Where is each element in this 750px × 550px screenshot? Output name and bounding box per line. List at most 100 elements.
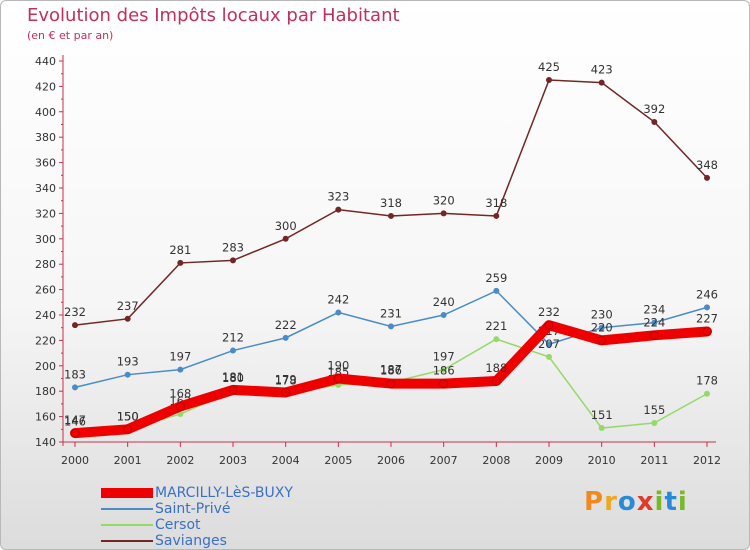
data-point-savianges xyxy=(440,210,447,217)
data-point-marcilly-l-s-buxy xyxy=(597,335,607,345)
legend-swatch-marcilly xyxy=(101,488,153,498)
y-tick-label: 420 xyxy=(35,80,56,93)
data-point-cersot xyxy=(546,353,552,360)
x-tick-label: 2006 xyxy=(377,454,405,467)
data-point-savianges xyxy=(282,235,289,242)
data-point-cersot xyxy=(704,390,710,397)
data-point-savianges xyxy=(704,174,710,181)
logo-letter: i xyxy=(654,487,665,517)
y-tick-label: 280 xyxy=(35,258,56,271)
legend-label-marcilly: MARCILLY-LèS-BUXY xyxy=(155,485,293,501)
data-point-saint-priv xyxy=(651,319,658,326)
legend-label-saint-prive: Saint-Privé xyxy=(155,501,231,517)
data-point-cersot xyxy=(440,366,447,373)
data-label-cersot: 197 xyxy=(433,350,455,364)
logo-letter: x xyxy=(636,487,655,517)
data-point-marcilly-l-s-buxy xyxy=(649,330,659,340)
data-label-marcilly-l-s-buxy: 179 xyxy=(275,372,297,386)
data-point-savianges xyxy=(335,206,342,213)
data-label-cersot: 151 xyxy=(591,408,613,422)
y-tick-label: 140 xyxy=(35,436,56,449)
data-label-marcilly-l-s-buxy: 147 xyxy=(64,413,86,427)
y-tick-label: 320 xyxy=(35,207,56,220)
data-label-savianges: 237 xyxy=(117,299,139,313)
y-tick-label: 200 xyxy=(35,360,56,373)
data-label-cersot: 178 xyxy=(696,374,718,388)
data-label-savianges: 425 xyxy=(538,60,560,74)
data-label-cersot: 207 xyxy=(538,337,560,351)
data-label-marcilly-l-s-buxy: 168 xyxy=(169,386,191,400)
y-tick-label: 380 xyxy=(35,131,56,144)
logo-letter: o xyxy=(617,487,637,517)
legend-item-marcilly: MARCILLY-LèS-BUXY xyxy=(101,485,293,501)
data-label-saint-priv: 193 xyxy=(117,355,139,369)
data-label-saint-priv: 183 xyxy=(64,367,86,381)
y-tick-label: 400 xyxy=(35,106,56,119)
data-label-savianges: 232 xyxy=(64,305,86,319)
logo-letter: i xyxy=(677,487,688,517)
y-tick-label: 220 xyxy=(35,334,56,347)
data-label-marcilly-l-s-buxy: 232 xyxy=(538,305,560,319)
data-label-savianges: 423 xyxy=(591,63,613,77)
data-label-marcilly-l-s-buxy: 190 xyxy=(327,359,349,373)
proxiti-logo: Proxiti xyxy=(584,487,688,517)
data-label-savianges: 348 xyxy=(696,158,718,172)
x-tick-label: 2002 xyxy=(166,454,194,467)
data-label-marcilly-l-s-buxy: 150 xyxy=(117,409,139,423)
data-label-saint-priv: 242 xyxy=(327,292,349,306)
data-label-marcilly-l-s-buxy: 181 xyxy=(222,370,244,384)
data-point-marcilly-l-s-buxy xyxy=(281,387,291,397)
data-label-savianges: 318 xyxy=(485,196,507,210)
data-point-marcilly-l-s-buxy xyxy=(386,379,396,389)
y-tick-label: 360 xyxy=(35,157,56,170)
data-label-saint-priv: 197 xyxy=(169,350,191,364)
x-tick-label: 2004 xyxy=(272,454,300,467)
data-label-cersot: 150 xyxy=(117,409,139,423)
legend-item-savianges: Savianges xyxy=(101,533,293,549)
x-tick-label: 2000 xyxy=(61,454,89,467)
data-label-cersot: 155 xyxy=(643,403,665,417)
data-point-saint-priv xyxy=(335,309,342,316)
data-point-saint-priv xyxy=(124,371,131,378)
y-tick-label: 160 xyxy=(35,411,56,424)
data-label-saint-priv: 246 xyxy=(696,287,718,301)
data-point-saint-priv xyxy=(282,334,289,341)
data-point-cersot xyxy=(651,419,658,426)
x-tick-label: 2008 xyxy=(482,454,510,467)
logo-letter: t xyxy=(664,487,678,517)
data-label-savianges: 392 xyxy=(643,102,665,116)
legend-label-cersot: Cersot xyxy=(155,517,201,533)
data-label-saint-priv: 230 xyxy=(591,308,613,322)
data-point-marcilly-l-s-buxy xyxy=(491,376,501,386)
x-tick-label: 2005 xyxy=(324,454,352,467)
data-point-saint-priv xyxy=(177,366,184,373)
legend-item-saint-prive: Saint-Privé xyxy=(101,501,293,517)
legend-swatch-cersot xyxy=(101,524,153,526)
data-label-cersot: 180 xyxy=(222,371,244,385)
data-label-savianges: 320 xyxy=(433,193,455,207)
data-label-marcilly-l-s-buxy: 220 xyxy=(591,320,613,334)
data-label-saint-priv: 234 xyxy=(643,303,665,317)
y-tick-label: 300 xyxy=(35,233,56,246)
data-point-saint-priv xyxy=(493,287,500,294)
data-point-marcilly-l-s-buxy xyxy=(702,327,712,337)
data-label-cersot: 187 xyxy=(380,362,402,376)
data-label-saint-priv: 212 xyxy=(222,331,244,345)
data-point-marcilly-l-s-buxy xyxy=(439,379,449,389)
data-point-saint-priv xyxy=(72,384,78,391)
legend-label-savianges: Savianges xyxy=(155,533,227,549)
data-label-cersot: 146 xyxy=(64,414,86,428)
data-point-marcilly-l-s-buxy xyxy=(70,428,80,438)
data-point-marcilly-l-s-buxy xyxy=(544,320,554,330)
data-point-saint-priv xyxy=(704,304,710,311)
x-tick-label: 2009 xyxy=(535,454,563,467)
data-point-saint-priv xyxy=(230,347,236,354)
data-point-cersot xyxy=(598,425,605,432)
data-label-saint-priv: 231 xyxy=(380,306,402,320)
data-label-saint-priv: 259 xyxy=(485,271,507,285)
y-tick-label: 340 xyxy=(35,182,56,195)
legend-item-cersot: Cersot xyxy=(101,517,293,533)
data-point-cersot xyxy=(493,336,500,343)
x-tick-label: 2003 xyxy=(219,454,247,467)
